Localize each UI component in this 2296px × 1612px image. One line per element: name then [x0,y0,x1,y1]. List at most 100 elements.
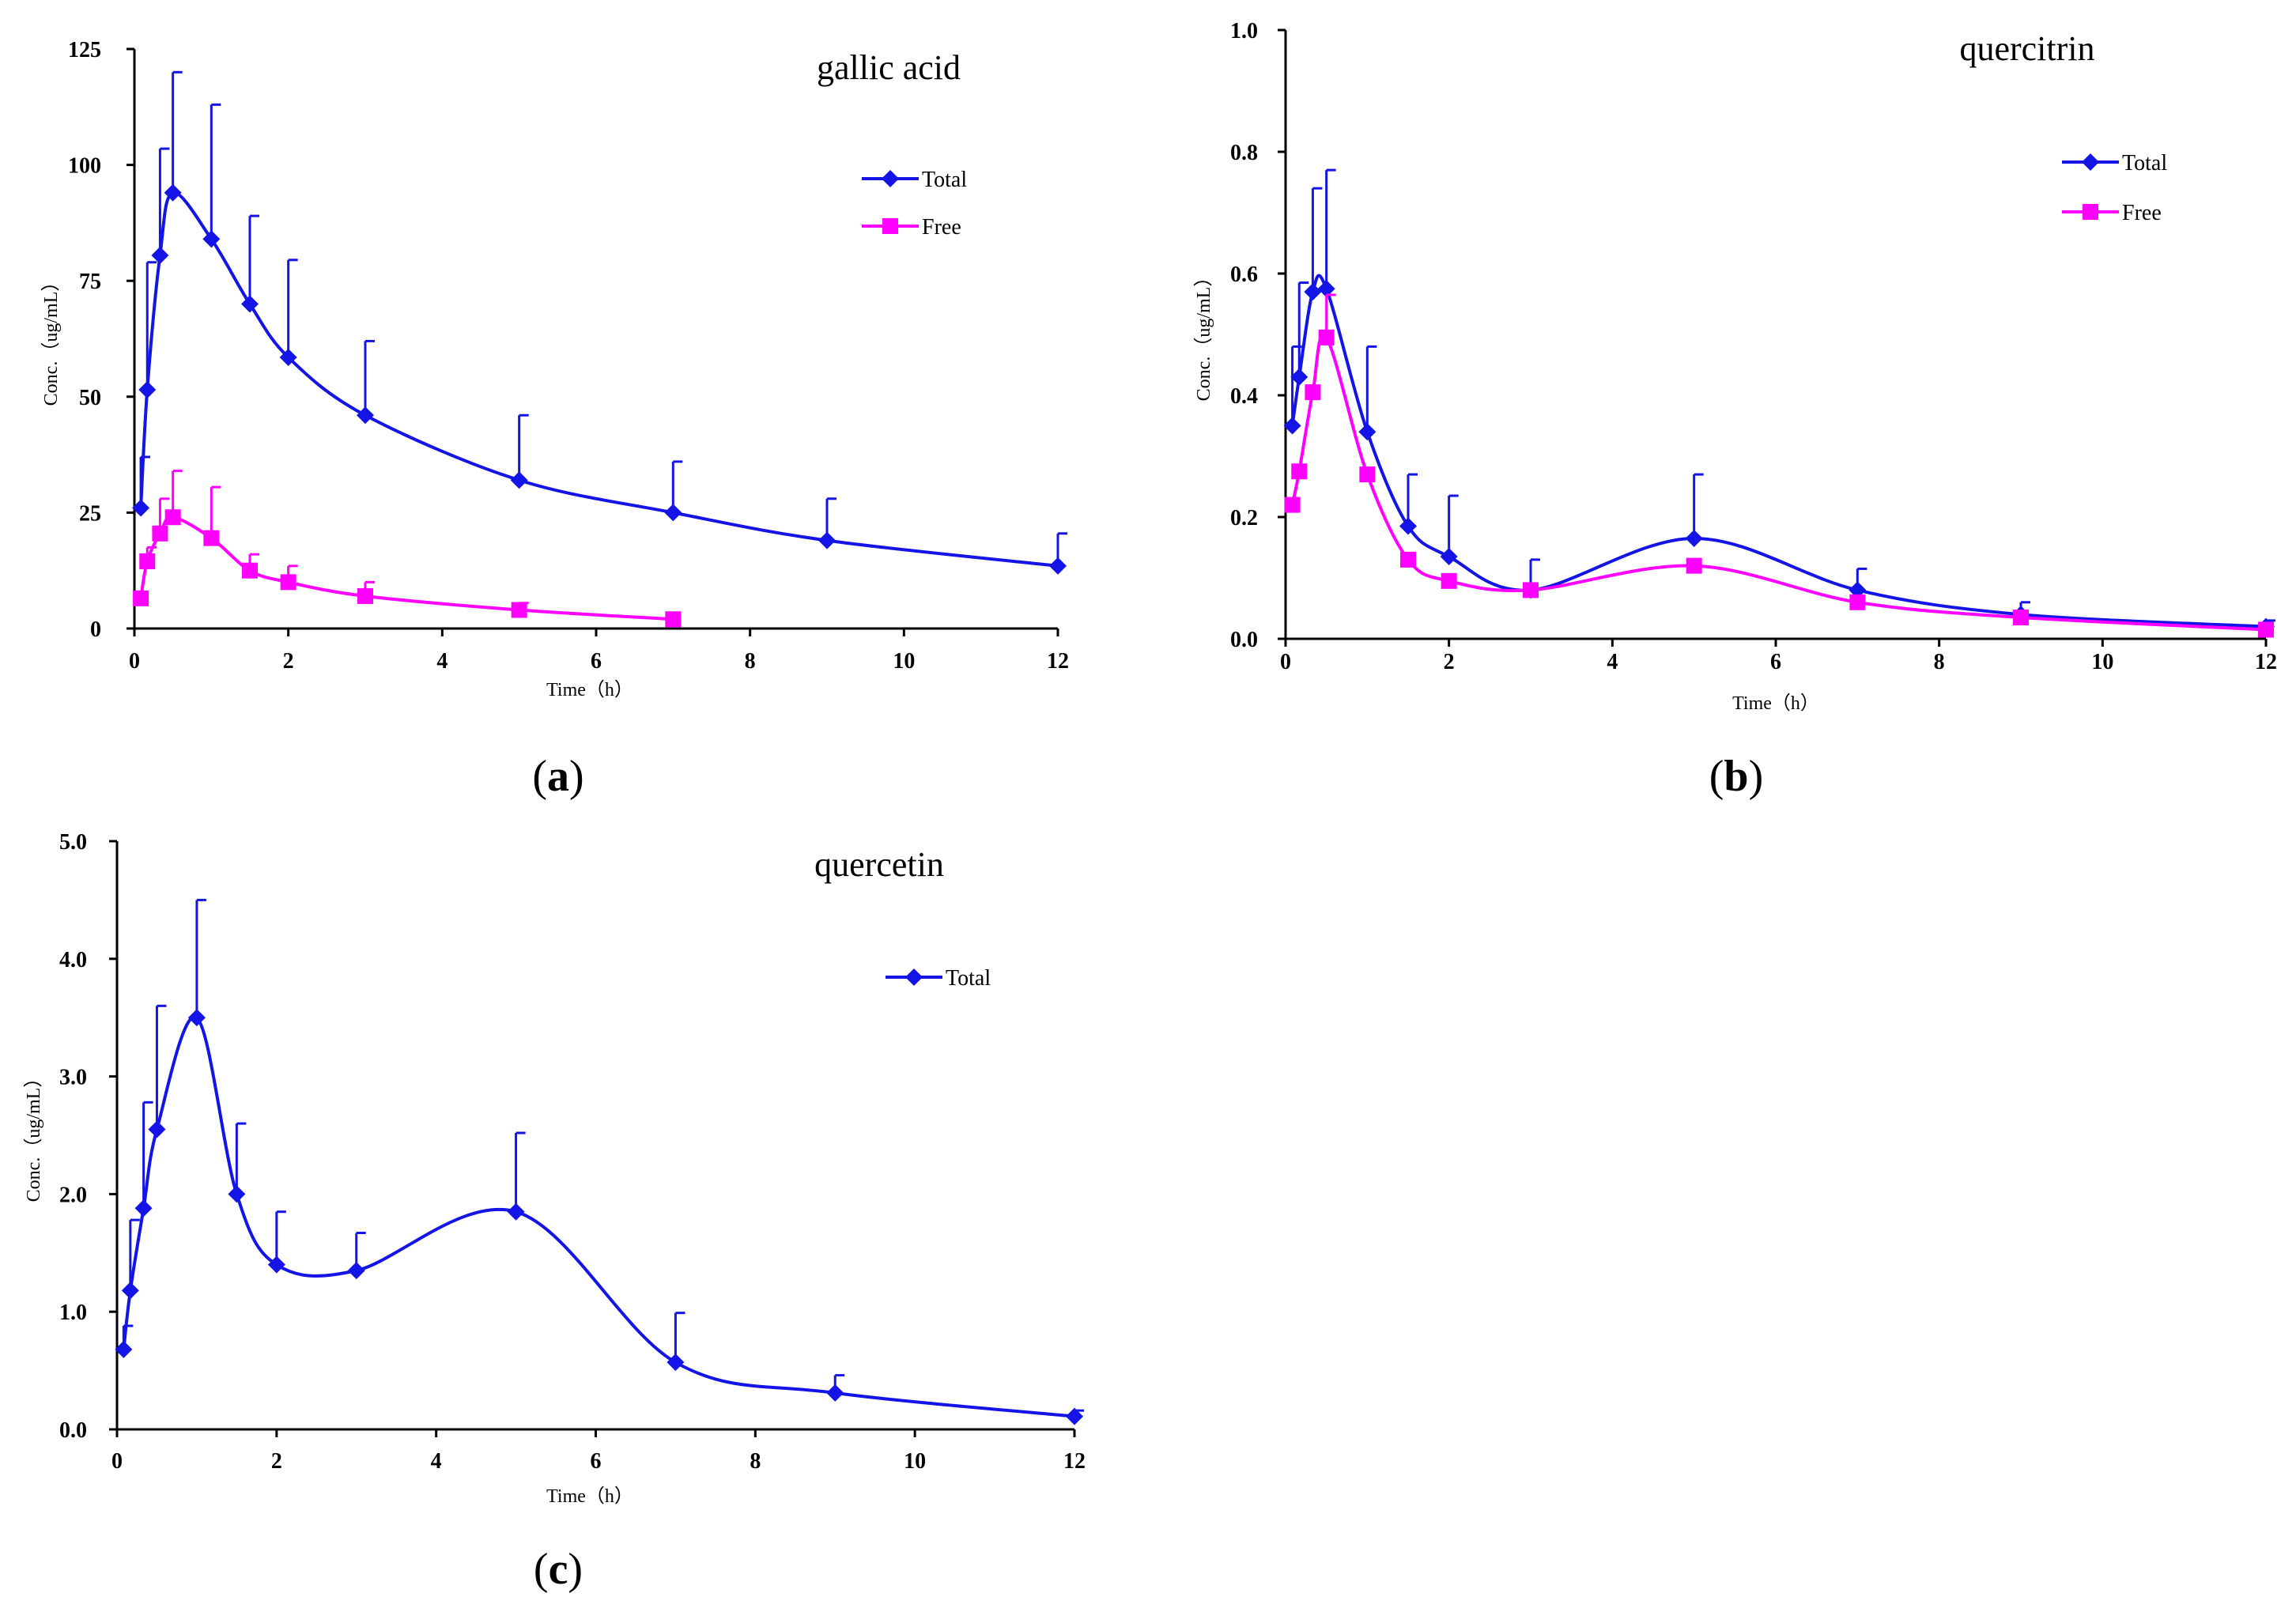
y-tick-label: 0.8 [1230,141,1258,165]
y-tick-label: 0.0 [59,1418,87,1443]
y-tick-label: 0.2 [1230,506,1258,530]
data-point [511,602,527,618]
x-axis-title: Time（h） [546,1486,633,1507]
y-tick-label: 0.4 [1230,384,1258,409]
data-point [164,183,182,202]
data-point [507,1202,525,1221]
legend-label: Total [2122,151,2167,176]
data-point [138,381,157,399]
data-point [1305,384,1321,401]
x-axis-title: Time（h） [546,680,633,700]
x-tick-label: 2 [271,1449,282,1474]
y-tick-label: 4.0 [59,948,87,972]
y-tick-label: 1.0 [1230,19,1258,43]
x-tick-label: 4 [431,1449,442,1474]
x-tick-label: 6 [591,1449,602,1474]
y-tick-label: 0.6 [1230,262,1258,287]
series-total [132,70,1067,575]
legend-label: Total [922,168,967,192]
x-tick-label: 10 [904,1449,926,1474]
data-point [164,509,181,526]
data-point [242,562,258,579]
data-point [228,1185,246,1203]
data-point [357,406,374,425]
data-point [1849,594,1866,610]
y-axis-title: Conc.（ug/mL） [41,273,62,406]
x-axis-title: Time（h） [1732,693,1819,714]
y-tick-label: 2.0 [59,1183,87,1207]
chart-title: quercetin [814,845,944,884]
x-tick-label: 0 [111,1449,123,1474]
x-tick-label: 8 [750,1449,761,1474]
x-tick-label: 10 [2091,650,2113,674]
x-tick-label: 2 [1444,650,1455,674]
data-point [1359,466,1376,483]
data-point [1400,551,1416,568]
data-point [347,1262,365,1280]
x-tick-label: 8 [1934,650,1945,674]
data-point [1523,582,1539,598]
legend-marker [2083,204,2098,220]
x-tick-label: 4 [436,649,447,674]
panel-label-b: (b) [1709,752,1763,801]
data-point [1291,463,1308,480]
data-point [664,504,682,522]
x-tick-label: 10 [893,649,915,674]
legend-marker [882,218,898,234]
data-point [1283,417,1301,435]
chart-quercetin: 0.0 1.0 2.0 3.0 4.0 5.0 0 2 4 6 8 10 12 Time（h） Conc.（… [24,830,1086,1507]
data-point [133,590,149,606]
data-point [1066,1407,1083,1425]
data-point [826,1384,844,1402]
data-point [1318,329,1335,345]
y-tick-label: 1.0 [59,1301,87,1325]
x-tick-label: 2 [283,649,294,674]
series-line [1290,333,2267,632]
data-point [2258,621,2274,638]
y-tick-label: 50 [79,386,101,410]
data-point [1049,557,1067,575]
data-point [1686,557,1702,574]
series-free [1284,293,2274,638]
data-point [202,230,221,248]
data-point [132,499,150,517]
y-tick-label: 0.0 [1230,628,1258,652]
data-point [152,525,168,542]
data-point [1290,368,1308,386]
legend-marker [2082,153,2099,171]
x-tick-label: 6 [1770,650,1781,674]
x-tick-label: 4 [1607,650,1618,674]
data-point [203,530,220,546]
data-point [1440,548,1458,566]
x-tick-label: 12 [1047,649,1069,674]
x-tick-label: 0 [129,649,140,674]
y-tick-label: 75 [79,270,101,294]
y-tick-label: 125 [68,38,101,62]
y-tick-label: 5.0 [59,830,87,855]
y-axis-title: Conc.（ug/mL） [1194,268,1214,402]
legend-label: Free [2122,201,2162,225]
chart-title: gallic acid [817,48,961,87]
legend-marker [882,170,899,187]
x-tick-label: 6 [591,649,602,674]
chart-title: quercitrin [1959,29,2094,68]
data-point [357,587,373,604]
chart-quercitrin: 0.0 0.2 0.4 0.6 0.8 1.0 0 2 4 6 8 10 12 Time（h） Conc.（… [1194,19,2277,714]
x-tick-label: 12 [1063,1449,1086,1474]
y-tick-label: 3.0 [59,1066,87,1090]
data-point [665,611,682,628]
data-point [1317,280,1335,298]
panel-label-c: (c) [534,1545,583,1594]
data-point [1685,529,1703,547]
series-line [139,191,1059,568]
legend-marker [905,968,923,986]
panel-label-a: (a) [532,752,583,801]
data-point [115,1340,133,1358]
data-point [280,574,296,591]
x-tick-label: 0 [1280,650,1291,674]
series-free [133,470,682,628]
y-axis-title: Conc.（ug/mL） [24,1069,44,1202]
data-point [667,1353,685,1372]
